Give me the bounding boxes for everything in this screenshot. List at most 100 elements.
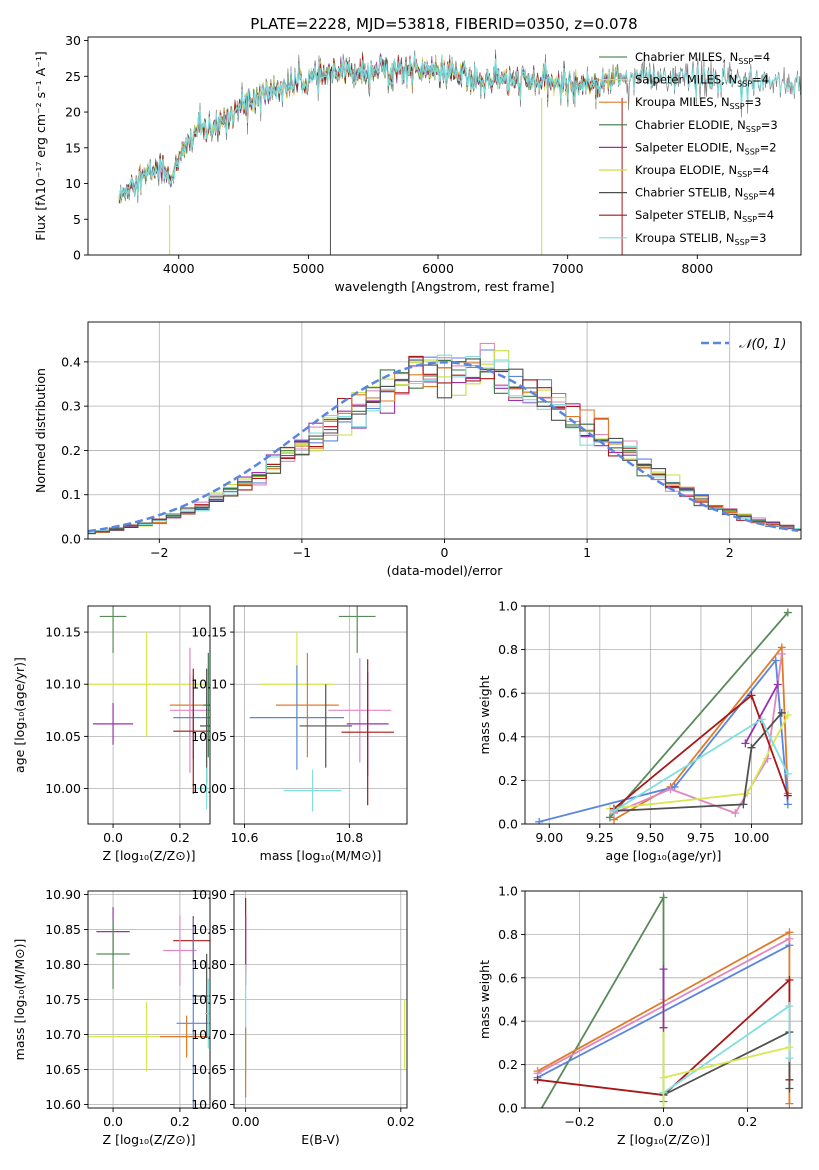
y-axis-label: age [log₁₀(age/yr)] xyxy=(12,657,27,773)
x-axis-label: Z [log₁₀(Z/Z⊙)] xyxy=(617,1132,710,1147)
legend-entry-label: Chabrier STELIB, NSSP=4 xyxy=(635,186,775,202)
weight-series-marker xyxy=(785,1099,794,1108)
weight-series-marker xyxy=(659,1104,668,1108)
x-tick-label: 7000 xyxy=(552,261,584,276)
x-tick-label: 10.00 xyxy=(734,830,770,845)
errorbar-point xyxy=(93,703,134,745)
x-tick-label: 0.0 xyxy=(654,1114,674,1129)
y-tick-label: 15 xyxy=(65,140,81,155)
y-tick-label: 10.90 xyxy=(191,887,227,902)
legend-entry-label: Salpeter ELODIE, NSSP=2 xyxy=(635,140,777,156)
y-tick-label: 10.70 xyxy=(191,1027,227,1042)
axes-mass-vs-EBV: 0.00 0.02 10.60 10.65 10.70 10.75 10.80 10.85 10… xyxy=(191,887,415,1147)
y-tick-label: 10.65 xyxy=(191,1062,227,1077)
plot-area-massweight-vs-age xyxy=(535,608,792,824)
weight-series-marker xyxy=(777,708,786,717)
x-tick-label: 0.2 xyxy=(170,1114,190,1129)
y-axis-label: Flux [fλ10⁻¹⁷ erg cm⁻² s⁻¹ A⁻¹] xyxy=(33,51,48,240)
errorbar-point xyxy=(96,919,130,989)
plot-area-massweight-vs-Z xyxy=(513,893,794,1155)
weight-series-marker xyxy=(731,809,740,818)
x-tick-label: 1 xyxy=(583,545,591,560)
x-tick-label: 9.00 xyxy=(535,830,563,845)
axes-spectrum: 4000 5000 6000 7000 8000 0 5 10 15 20 25 30 waveleng… xyxy=(33,33,802,294)
x-tick-label: 0.0 xyxy=(103,830,123,845)
weight-series-line xyxy=(538,658,789,823)
weight-series-marker xyxy=(783,800,792,809)
y-tick-label: 20 xyxy=(65,105,81,120)
weight-series-marker xyxy=(783,791,792,800)
weight-series-line xyxy=(662,1004,791,1094)
y-tick-label: 25 xyxy=(65,69,81,84)
y-axis-label: Normed distribution xyxy=(33,368,48,493)
y-tick-label: 5 xyxy=(73,212,81,227)
y-tick-label: 0.6 xyxy=(498,970,518,985)
y-axis-label: mass weight xyxy=(477,675,492,754)
y-tick-label: 10.60 xyxy=(191,1097,227,1112)
weight-series-line xyxy=(744,684,779,744)
errorbar-point xyxy=(193,954,210,1038)
y-tick-label: 0.1 xyxy=(61,487,81,502)
x-tick-label: 0.2 xyxy=(737,1114,757,1129)
weight-series-marker xyxy=(659,965,668,974)
plot-area-spectrum xyxy=(118,49,801,255)
x-axis-label: wavelength [Angstrom, rest frame] xyxy=(334,279,554,294)
axes-frame xyxy=(233,605,408,825)
y-tick-label: 10.05 xyxy=(45,729,81,744)
legend-entry-label: 𝒩(0, 1) xyxy=(739,337,786,352)
weight-series-marker xyxy=(785,975,794,984)
y-tick-label: 1.0 xyxy=(498,599,518,614)
weight-series-marker xyxy=(783,608,792,617)
y-tick-label: 0.8 xyxy=(498,927,518,942)
y-tick-label: 10.80 xyxy=(45,957,81,972)
x-tick-label: 2 xyxy=(726,545,734,560)
axes-residuals: −2 −1 0 1 2 0.0 0.1 0.2 0.3 0.4 (data-model)/error… xyxy=(33,321,802,578)
weight-series-marker xyxy=(609,806,618,815)
x-tick-label: −0.2 xyxy=(564,1114,594,1129)
weight-series-marker xyxy=(741,739,750,748)
weight-series-marker xyxy=(659,1073,668,1082)
spectrum-legend: Chabrier MILES, NSSP=4 Salpeter MILES, NS… xyxy=(599,50,778,247)
x-tick-label: −2 xyxy=(150,545,168,560)
y-tick-label: 10.90 xyxy=(45,887,81,902)
x-tick-label: 9.50 xyxy=(636,830,664,845)
y-tick-label: 10.15 xyxy=(191,625,227,640)
y-tick-label: 10.85 xyxy=(191,922,227,937)
y-tick-label: 0.4 xyxy=(498,1014,518,1029)
weight-series-marker xyxy=(659,1023,668,1032)
plot-area-mass-vs-EBV xyxy=(245,898,406,1098)
weight-series-marker xyxy=(513,1147,521,1155)
errorbar-point xyxy=(249,665,345,770)
errorbar-point xyxy=(275,652,339,758)
y-tick-label: 0.4 xyxy=(61,354,81,369)
y-tick-label: 0.0 xyxy=(61,532,81,547)
y-tick-label: 10.10 xyxy=(45,677,81,692)
x-axis-label: E(B-V) xyxy=(301,1132,340,1147)
errorbar-point xyxy=(299,684,352,768)
axes-frame xyxy=(87,605,211,825)
weight-series-marker xyxy=(747,743,756,752)
axes-frame xyxy=(87,36,802,256)
y-tick-label: 0.6 xyxy=(498,686,518,701)
y-tick-label: 0.8 xyxy=(498,642,518,657)
weight-series-marker xyxy=(783,711,792,719)
legend-entry-label: Salpeter STELIB, NSSP=4 xyxy=(635,208,774,224)
weight-series-marker xyxy=(739,800,748,809)
y-axis-label: mass [log₁₀(M/M⊙)] xyxy=(12,939,27,1061)
legend-entry-label: Chabrier ELODIE, NSSP=3 xyxy=(635,118,778,134)
normal-curve xyxy=(88,361,799,533)
weight-series-line xyxy=(609,611,789,819)
y-tick-label: 0.4 xyxy=(498,729,518,744)
weight-series-marker xyxy=(785,1084,794,1093)
x-tick-label: 9.75 xyxy=(687,830,715,845)
y-tick-label: 10.75 xyxy=(191,992,227,1007)
errorbar-point xyxy=(203,652,210,758)
errorbar-point xyxy=(328,658,392,763)
weight-series-marker xyxy=(666,785,675,794)
errorbar-point xyxy=(163,915,197,986)
errorbar-point xyxy=(159,1015,210,1058)
x-tick-label: 8000 xyxy=(681,261,713,276)
weight-series-marker xyxy=(535,817,544,824)
x-axis-label: Z [log₁₀(Z/Z⊙)] xyxy=(103,1132,196,1147)
x-tick-label: 9.25 xyxy=(586,830,614,845)
